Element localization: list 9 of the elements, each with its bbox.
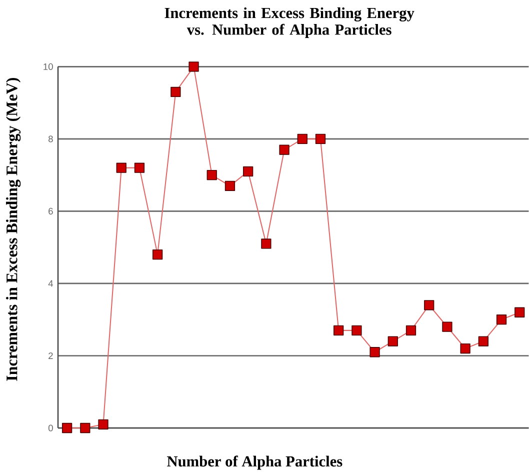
y-tick-label: 0 — [48, 424, 53, 432]
y-tick-label: 8 — [48, 136, 53, 142]
chart-title: Increments in Excess Binding Energy vs. Number of Alpha Particles — [164, 7, 414, 38]
y-tick-label: 10 — [44, 63, 53, 70]
y-tick-label: 2 — [48, 352, 53, 359]
x-axis-title: Number of Alpha Particles — [167, 456, 342, 470]
y-tick-label: 4 — [48, 280, 54, 287]
y-axis-title: Increments in Excess Binding Energy (MeV) — [6, 78, 21, 381]
y-tick-label: 6 — [48, 208, 53, 214]
